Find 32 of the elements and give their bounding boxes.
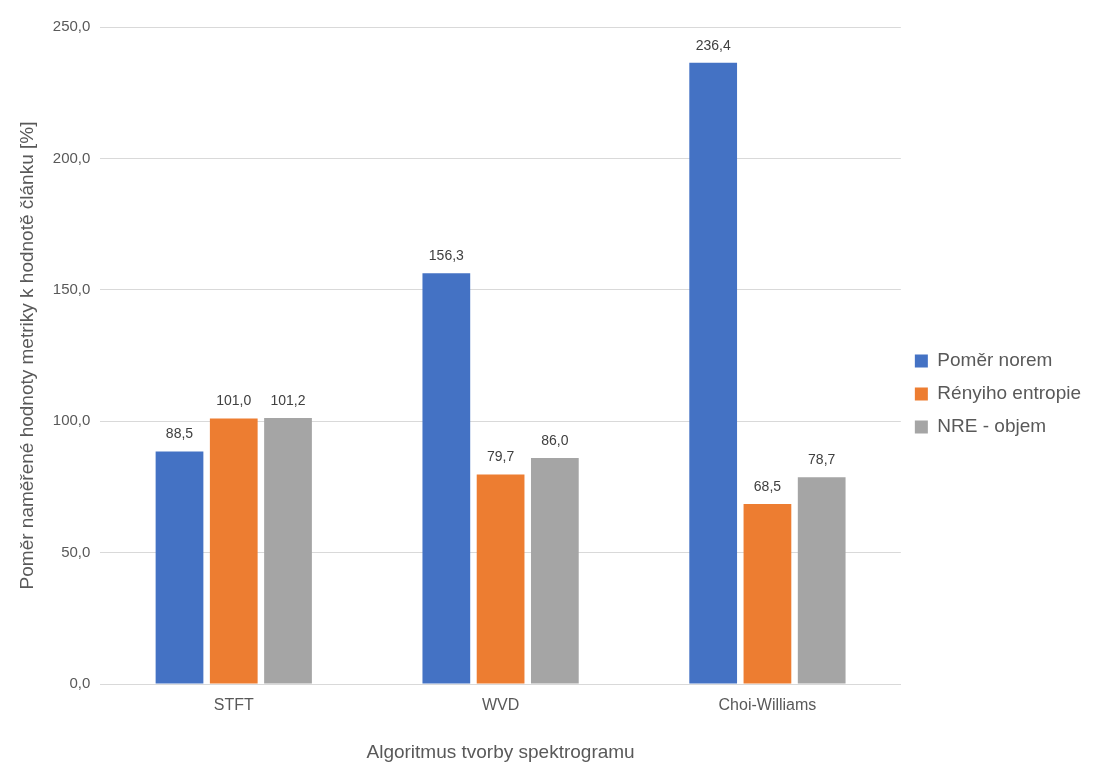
legend-label: NRE - objem — [937, 415, 1047, 437]
data-label: 88,5 — [165, 425, 194, 442]
bar — [155, 451, 204, 684]
data-label: 156,3 — [428, 247, 465, 264]
bar — [689, 62, 738, 684]
y-axis-title: Poměr naměřené hodnoty metriky k hodnotě článku [%] — [15, 121, 37, 590]
data-label: 78,7 — [808, 451, 836, 468]
bar — [797, 477, 846, 684]
bar — [743, 503, 792, 684]
legend-label: Poměr norem — [937, 349, 1053, 371]
data-label: 68,5 — [753, 477, 782, 494]
y-tick-label: 200,0 — [52, 148, 91, 166]
data-label: 236,4 — [695, 36, 731, 53]
y-tick-label: 50,0 — [61, 542, 91, 560]
bar — [422, 273, 471, 684]
data-label: 86,0 — [541, 431, 569, 448]
bar — [264, 418, 312, 684]
x-tick-label: STFT — [213, 696, 254, 714]
y-tick-label: 0,0 — [69, 674, 91, 692]
bar — [530, 457, 579, 684]
y-tick-label: 100,0 — [52, 411, 91, 429]
x-tick-label: WVD — [481, 696, 520, 714]
x-tick-label: Choi-Williams — [718, 696, 817, 714]
data-label: 101,2 — [270, 391, 306, 408]
bar — [209, 418, 258, 684]
legend-label: Rényiho entropie — [937, 382, 1082, 404]
data-label: 79,7 — [486, 448, 515, 465]
x-axis-title: Algoritmus tvorby spektrogramu — [366, 740, 635, 762]
y-tick-label: 250,0 — [52, 17, 91, 35]
bar — [476, 474, 525, 684]
data-label: 101,0 — [216, 392, 252, 409]
y-tick-label: 150,0 — [52, 279, 91, 297]
